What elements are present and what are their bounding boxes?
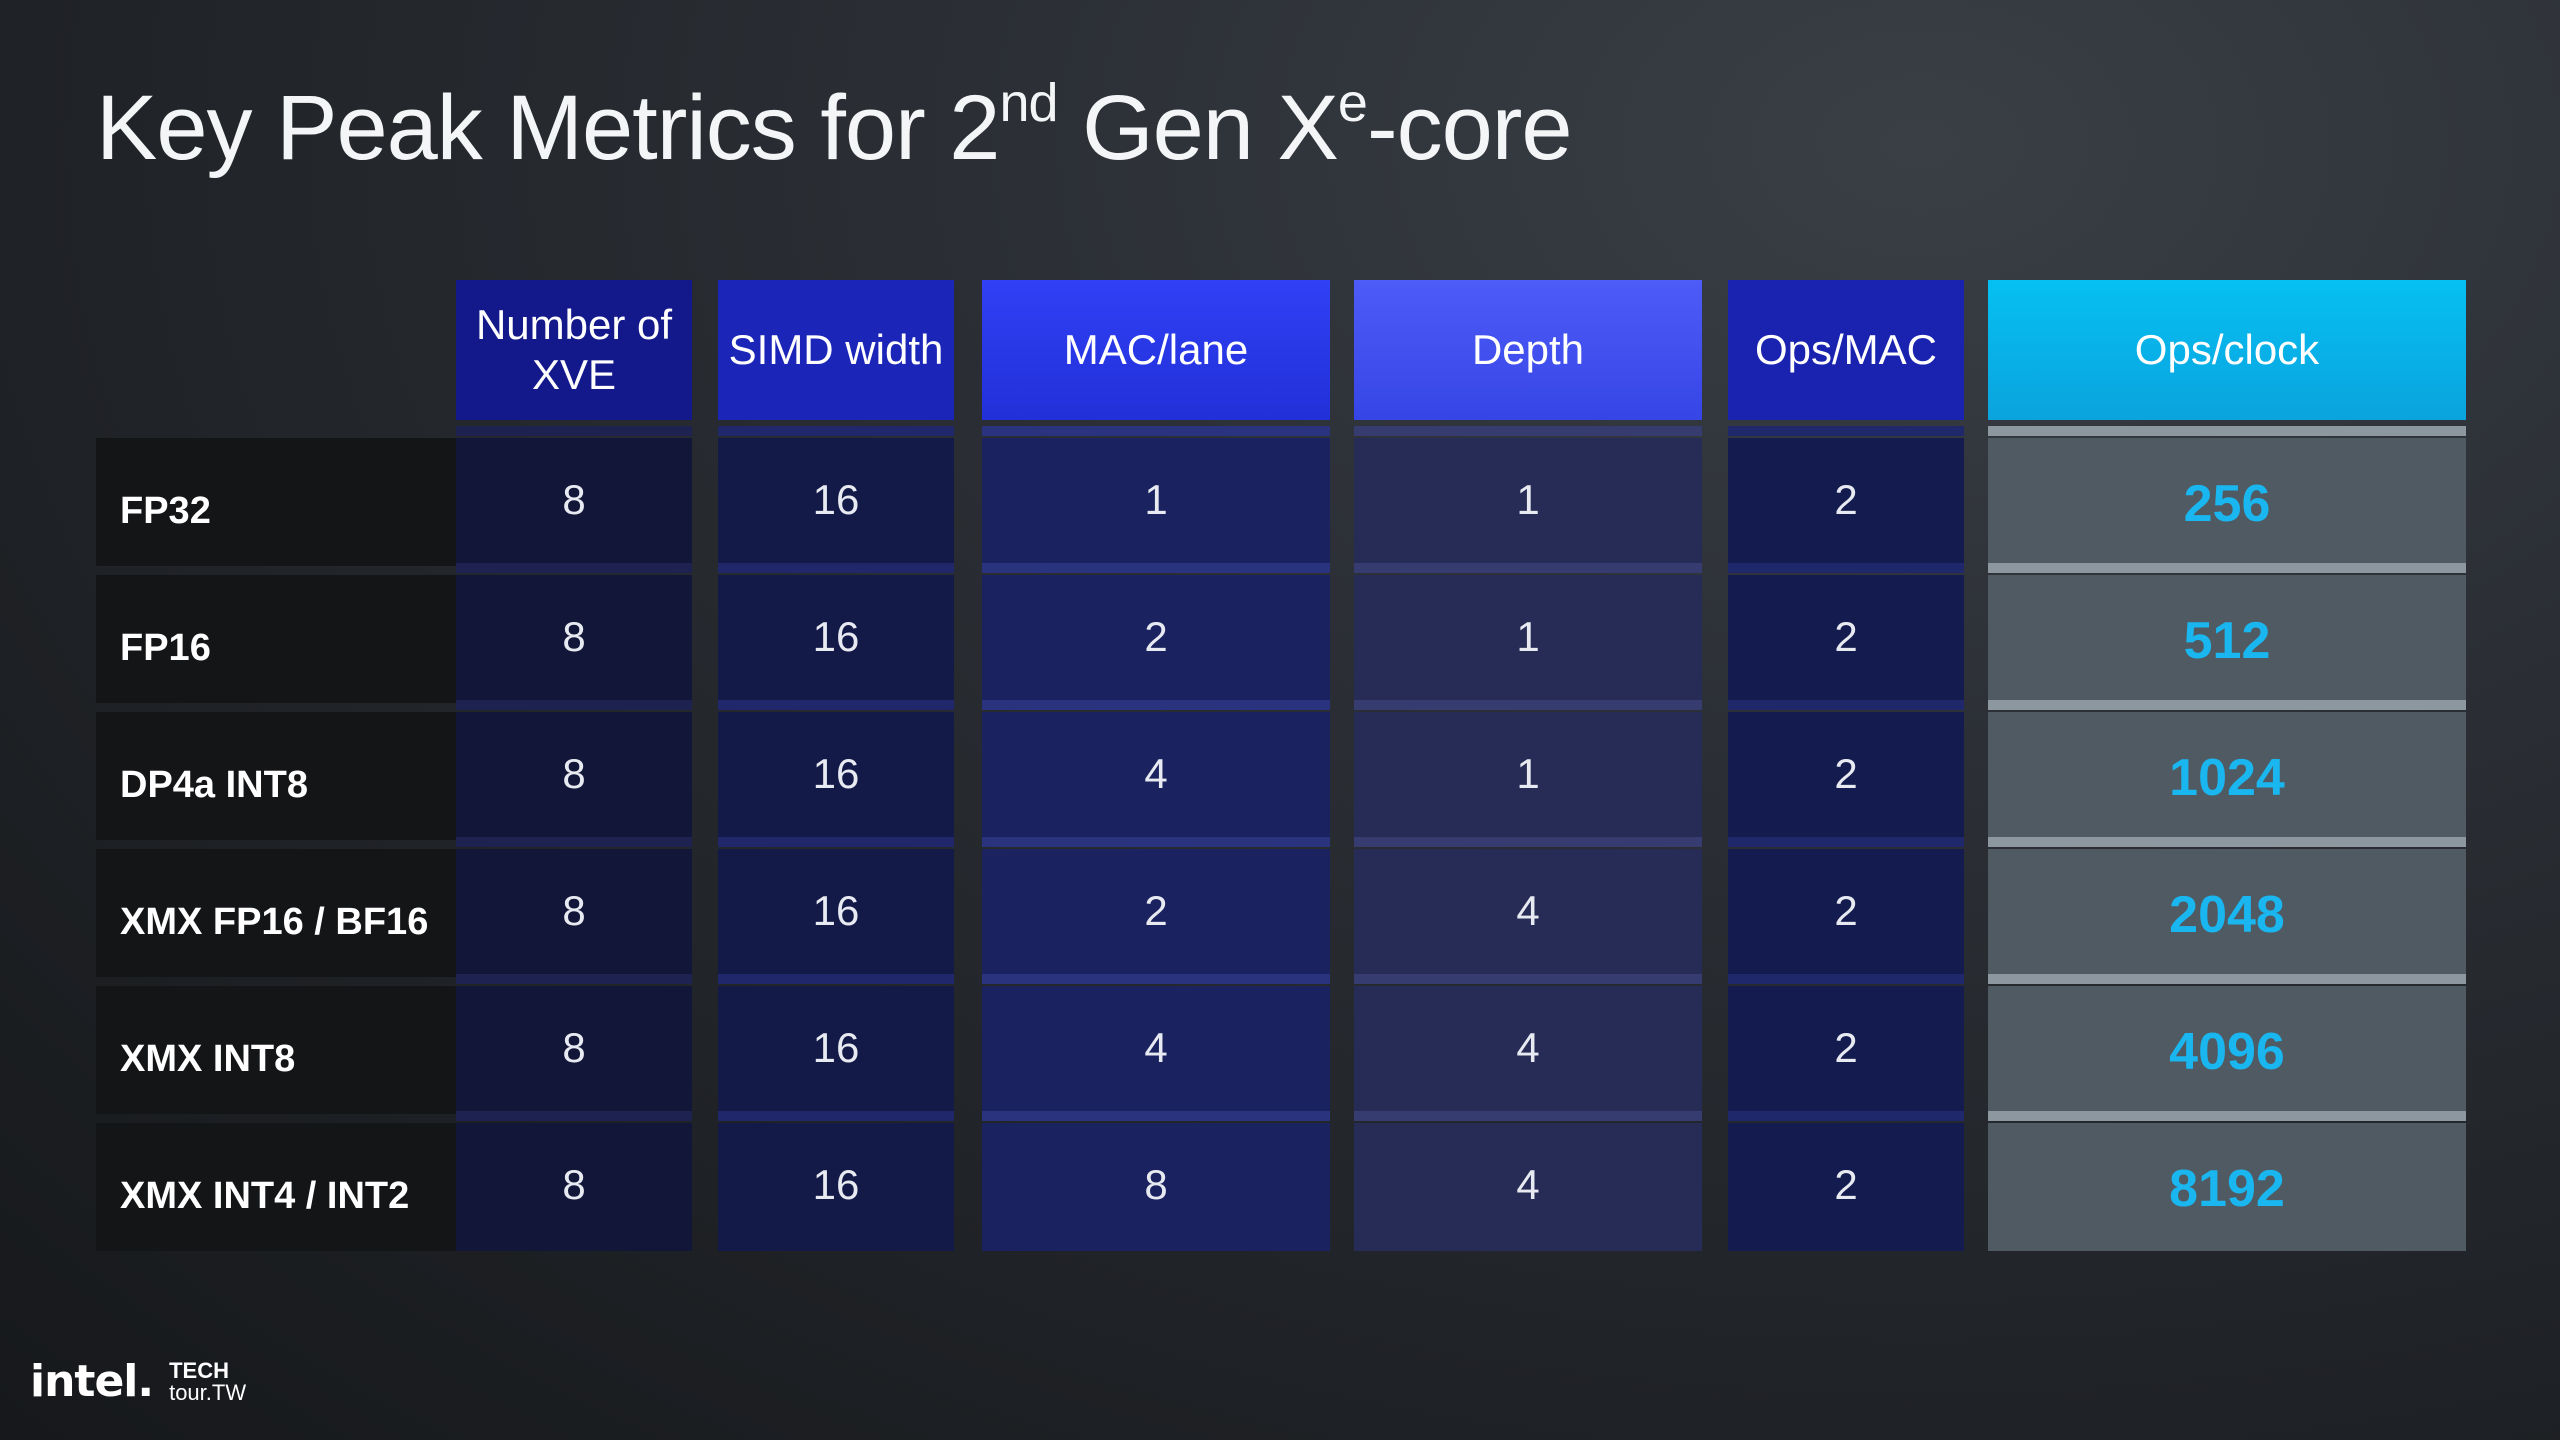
title-part-3: -core (1366, 77, 1573, 179)
cell-simd: 16 (718, 849, 954, 977)
row-separator (456, 974, 692, 984)
slide-title: Key Peak Metrics for 2nd Gen Xe-core (96, 76, 1573, 179)
tech-tour-line-2: tour.TW (169, 1380, 247, 1405)
header-mac-per-lane: MAC/lane (982, 280, 1330, 420)
cell-xve: 8 (456, 849, 692, 977)
row-label: DP4a INT8 (96, 712, 456, 840)
row-separator (1728, 974, 1964, 984)
row-separator (718, 563, 954, 573)
row-separator (718, 1111, 954, 1121)
row-separator (982, 974, 1330, 984)
cell-xve: 8 (456, 712, 692, 840)
row-separator (718, 974, 954, 984)
row-separator (1988, 700, 2466, 710)
row-separator (456, 563, 692, 573)
cell-clock: 2048 (1988, 849, 2466, 977)
cell-xve: 8 (456, 575, 692, 703)
row-separator (718, 837, 954, 847)
row-separator (1354, 974, 1702, 984)
row-label: FP16 (96, 575, 456, 703)
row-label: XMX FP16 / BF16 (96, 849, 456, 977)
row-separator (1354, 700, 1702, 710)
tech-tour-logo: TECH tour.TW (169, 1360, 246, 1404)
row-label: FP32 (96, 438, 456, 566)
cell-mac: 8 (982, 1123, 1330, 1251)
intel-logo: intel. (30, 1356, 154, 1407)
cell-simd: 16 (718, 986, 954, 1114)
cell-ops: 2 (1728, 1123, 1964, 1251)
cell-depth: 1 (1354, 712, 1702, 840)
header-ops-per-mac: Ops/MAC (1728, 280, 1964, 420)
cell-depth: 1 (1354, 438, 1702, 566)
cell-depth: 4 (1354, 986, 1702, 1114)
row-separator (1728, 426, 1964, 436)
title-part-1: Key Peak Metrics for 2 (96, 77, 1000, 179)
cell-clock: 8192 (1988, 1123, 2466, 1251)
cell-simd: 16 (718, 712, 954, 840)
cell-xve: 8 (456, 438, 692, 566)
row-separator (1988, 563, 2466, 573)
cell-clock: 4096 (1988, 986, 2466, 1114)
cell-ops: 2 (1728, 986, 1964, 1114)
cell-xve: 8 (456, 986, 692, 1114)
row-label: XMX INT8 (96, 986, 456, 1114)
row-separator (718, 700, 954, 710)
row-separator (982, 426, 1330, 436)
cell-mac: 4 (982, 712, 1330, 840)
footer-logo: intel. TECH tour.TW (30, 1360, 246, 1404)
cell-mac: 1 (982, 438, 1330, 566)
row-separator (1988, 426, 2466, 436)
row-separator (982, 563, 1330, 573)
cell-clock: 512 (1988, 575, 2466, 703)
row-separator (1354, 1111, 1702, 1121)
cell-mac: 2 (982, 849, 1330, 977)
cell-depth: 4 (1354, 1123, 1702, 1251)
cell-ops: 2 (1728, 575, 1964, 703)
row-separator (1354, 563, 1702, 573)
row-separator (982, 1111, 1330, 1121)
row-separator (456, 837, 692, 847)
row-separator (718, 426, 954, 436)
row-separator (982, 700, 1330, 710)
cell-depth: 4 (1354, 849, 1702, 977)
cell-simd: 16 (718, 438, 954, 566)
row-label: XMX INT4 / INT2 (96, 1123, 456, 1251)
cell-mac: 2 (982, 575, 1330, 703)
cell-ops: 2 (1728, 712, 1964, 840)
row-separator (1728, 1111, 1964, 1121)
cell-clock: 256 (1988, 438, 2466, 566)
row-separator (1354, 837, 1702, 847)
header-simd-width: SIMD width (718, 280, 954, 420)
cell-simd: 16 (718, 1123, 954, 1251)
row-separator (1728, 700, 1964, 710)
row-separator (1988, 974, 2466, 984)
row-separator (1354, 426, 1702, 436)
row-separator (1988, 1111, 2466, 1121)
header-depth: Depth (1354, 280, 1702, 420)
row-separator (982, 837, 1330, 847)
cell-simd: 16 (718, 575, 954, 703)
row-separator (456, 700, 692, 710)
cell-mac: 4 (982, 986, 1330, 1114)
cell-ops: 2 (1728, 438, 1964, 566)
header-number-of-xve: Number of XVE (456, 280, 692, 420)
row-separator (1988, 837, 2466, 847)
row-separator (456, 426, 692, 436)
cell-clock: 1024 (1988, 712, 2466, 840)
header-ops-per-clock: Ops/clock (1988, 280, 2466, 420)
row-separator (456, 1111, 692, 1121)
row-separator (1728, 837, 1964, 847)
cell-ops: 2 (1728, 849, 1964, 977)
tech-tour-line-1: TECH (169, 1358, 229, 1383)
metrics-table: Number of XVE SIMD width MAC/lane Depth … (96, 280, 2466, 1251)
title-part-2: Gen X (1057, 77, 1339, 179)
title-superscript-nd: nd (999, 73, 1058, 134)
cell-xve: 8 (456, 1123, 692, 1251)
title-superscript-e: e (1337, 73, 1368, 134)
row-separator (1728, 563, 1964, 573)
cell-depth: 1 (1354, 575, 1702, 703)
